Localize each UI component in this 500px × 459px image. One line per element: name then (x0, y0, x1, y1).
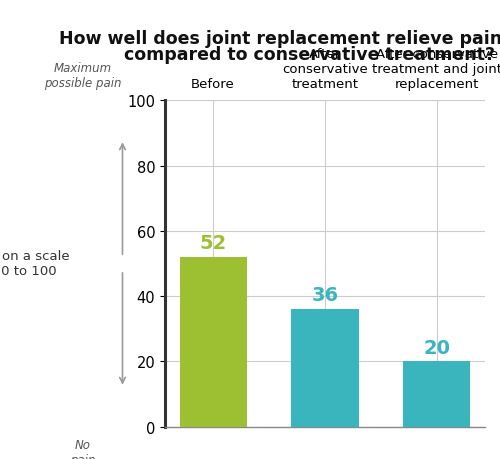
Text: How well does joint replacement relieve pain when: How well does joint replacement relieve … (59, 30, 500, 48)
Text: Maximum
possible pain: Maximum possible pain (44, 62, 121, 90)
Text: compared to conservative treatment?: compared to conservative treatment? (124, 46, 496, 64)
Text: 52: 52 (200, 234, 226, 252)
Bar (292, 309, 358, 427)
Text: No
pain: No pain (70, 438, 95, 459)
Bar (180, 257, 246, 427)
Text: 36: 36 (312, 285, 338, 305)
Bar (404, 362, 470, 427)
Text: 20: 20 (424, 338, 450, 357)
Text: Pain on a scale
of 0 to 100: Pain on a scale of 0 to 100 (0, 250, 70, 278)
